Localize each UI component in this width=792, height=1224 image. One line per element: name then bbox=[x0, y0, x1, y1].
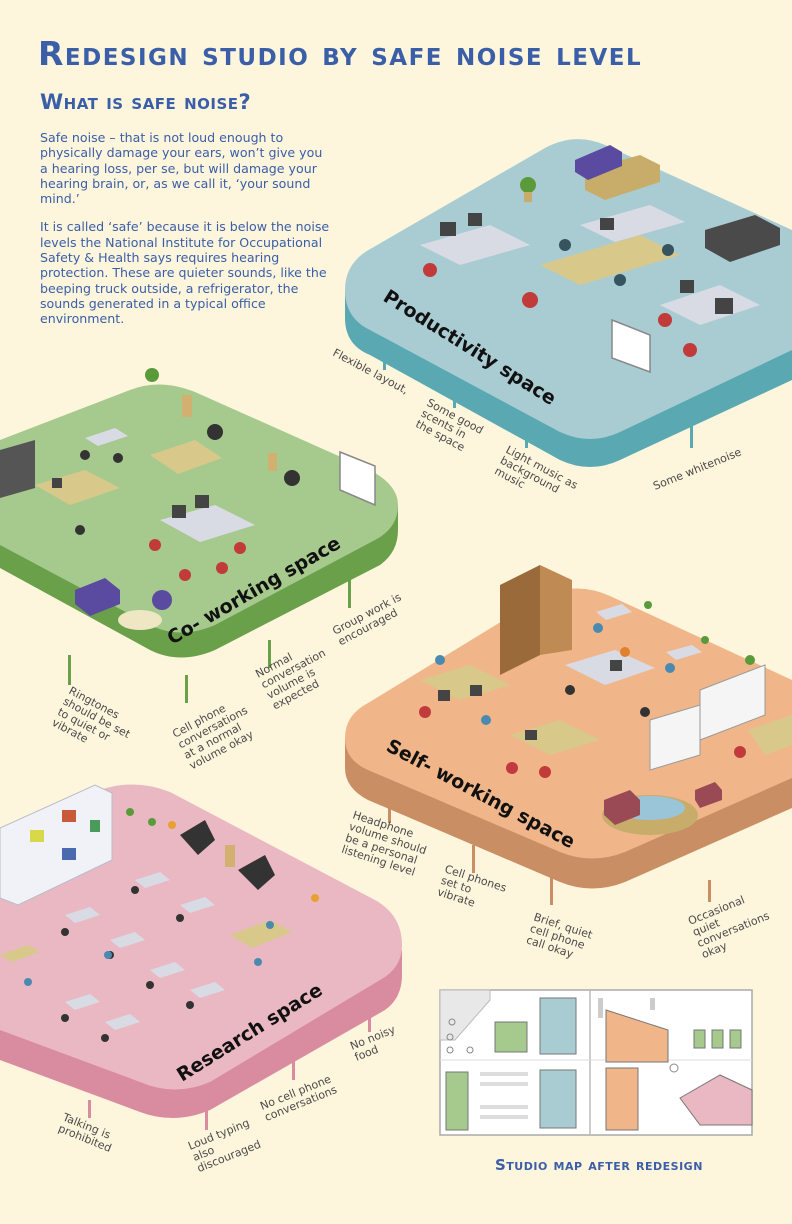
intro-paragraph-1: Safe noise – that is not loud enough to … bbox=[40, 130, 323, 207]
section-subtitle: What is safe noise? bbox=[40, 90, 252, 114]
svg-text:Loud typing also: Loud typing also discouraged bbox=[186, 1115, 263, 1175]
intro-text: Safe noise – that is not loud enough to … bbox=[40, 130, 330, 340]
svg-text:Cell phones set to: Cell phones set to vibrate bbox=[436, 862, 512, 918]
svg-text:Talking is prohibite: Talking is prohibited bbox=[55, 1110, 117, 1155]
svg-text:Some whitenoise: Some whitenoise bbox=[651, 445, 743, 492]
svg-text:Brief, quiet cell ph: Brief, quiet cell phone call okay bbox=[525, 910, 598, 965]
productivity-note-4: Some whitenoise bbox=[651, 445, 743, 492]
svg-text:No noisy food: No noisy food bbox=[348, 1022, 405, 1064]
intro-paragraph-2: It is called ‘safe’ because it is below … bbox=[40, 219, 330, 327]
svg-text:Group work is encour: Group work is encouraged bbox=[330, 589, 412, 648]
coworking-platform: Co- working space Ringtones should be se… bbox=[0, 368, 412, 772]
productivity-platform: Productivity space Flexible layout, Some… bbox=[331, 139, 792, 496]
page-title: Redesign studio by safe noise level bbox=[38, 34, 643, 73]
studio-map bbox=[439, 989, 753, 1136]
svg-text:Normal conversation: Normal conversation volume is expected bbox=[253, 634, 342, 712]
map-title: Studio map after redesign bbox=[495, 1156, 703, 1174]
selfworking-platform: Self- working space Headphone volume sho… bbox=[340, 565, 792, 965]
svg-text:Cell phone conversat: Cell phone conversations at a normal vol… bbox=[170, 691, 264, 772]
svg-text:Occasional quiet: Occasional quiet conversations okay bbox=[686, 886, 779, 962]
svg-text:Ringtones should be: Ringtones should be set to quiet or vibr… bbox=[50, 684, 141, 764]
svg-text:No cell phone conver: No cell phone conversations bbox=[258, 1071, 340, 1124]
